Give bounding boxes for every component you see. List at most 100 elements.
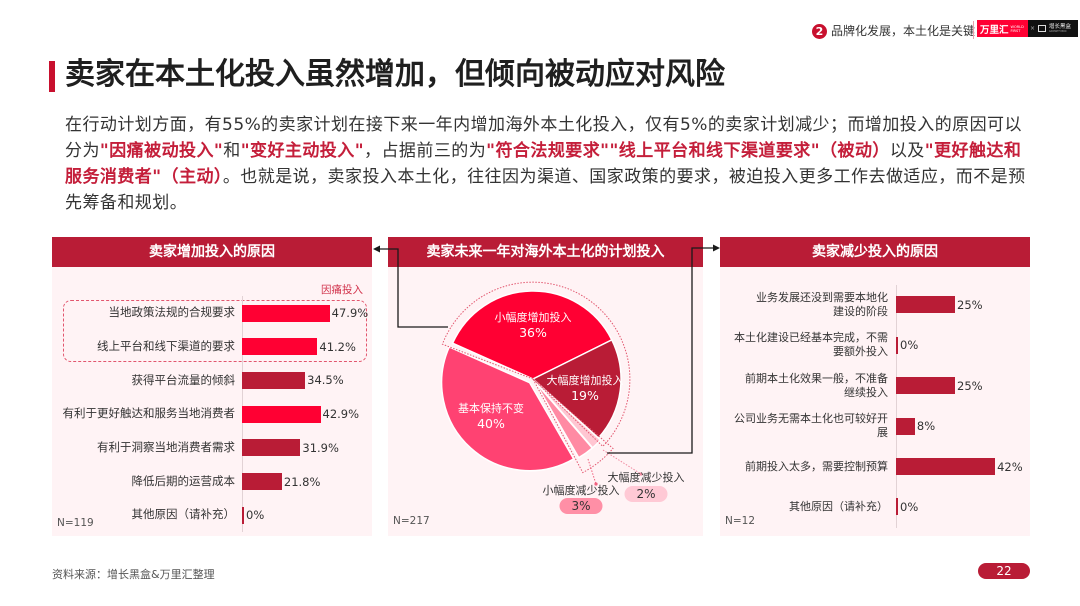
section-number-badge: 2: [812, 24, 827, 39]
bar-value-label: 0%: [900, 499, 919, 514]
pie-category: 小幅度增加投入: [494, 311, 572, 324]
arrow-left-icon: [373, 245, 380, 253]
bar-row: 有利于洞察当地消费者需求 31.9%: [52, 431, 372, 465]
intro-text: 以及: [889, 141, 925, 161]
bar: [242, 506, 244, 524]
cube-icon: [1038, 25, 1047, 32]
intro-highlight: "更好触达和服务消费者"（主动）: [65, 141, 1022, 187]
panel-title: 卖家未来一年对海外本土化的计划投入: [388, 237, 703, 267]
bar: [242, 439, 301, 457]
pie-category: 大幅度增加投入: [546, 374, 624, 387]
bar-label: 业务发展还没到需要本地化 建设的阶段: [756, 290, 888, 318]
bar-group: 31.9%: [242, 431, 339, 465]
bar-value-label: 42%: [997, 459, 1023, 474]
sample-size: N=217: [393, 515, 430, 527]
title-accent-bar: [49, 61, 55, 92]
bar-group: 42%: [896, 446, 1023, 486]
pie-label-small-decrease: 小幅度减少投入: [542, 484, 620, 497]
bar-row: 获得平台流量的倾斜 34.5%: [52, 364, 372, 398]
bar-group: 41.2%: [242, 330, 356, 364]
growthbox-logo-en: GROWTH BOX: [1049, 30, 1067, 33]
intro-text: ，占据前三的为: [364, 141, 487, 161]
bar-value-label: 42.9%: [322, 407, 360, 422]
panel-title: 卖家减少投入的原因: [720, 237, 1030, 267]
worldfirst-logo-cn: 万里汇: [980, 24, 1009, 36]
bar-value-label: 34.5%: [307, 373, 344, 388]
pie-label-large-decrease: 大幅度减少投入: [607, 471, 685, 484]
data-source: 资料来源：增长黑盒&万里汇整理: [52, 568, 215, 581]
bar-value-label: 25%: [957, 378, 983, 393]
bar-group: 47.9%: [242, 296, 368, 330]
bar-label: 当地政策法规的合规要求: [108, 305, 236, 320]
bar-label: 公司业务无需本土化也可较好开 展: [734, 412, 888, 440]
decrease-reasons-panel: 卖家减少投入的原因 业务发展还没到需要本地化 建设的阶段 25% 本土化建设已经…: [720, 237, 1030, 536]
increase-reasons-panel: 卖家增加投入的原因 因痛投入 当地政策法规的合规要求 47.9% 线上平台和线下…: [52, 237, 372, 536]
arrow-right-icon: [713, 244, 720, 252]
pie-category: 基本保持不变: [458, 402, 524, 415]
pie-value-pill-large-decrease: 2%: [624, 486, 668, 502]
bar: [242, 405, 321, 423]
bar: [242, 371, 306, 389]
bar-row: 前期投入太多，需要控制预算 42%: [720, 446, 1030, 486]
growthbox-logo-text: 增长黑盒 GROWTH BOX: [1049, 24, 1071, 33]
bar-row: 降低后期的运营成本 21.8%: [52, 465, 372, 499]
bar: [896, 377, 955, 395]
intro-text: 在行动计划方面，有55%的卖家计划在接下来一年内增加海外本土化投入，仅有5%的卖…: [65, 115, 1022, 161]
growthbox-logo-cn: 增长黑盒: [1049, 24, 1072, 30]
bar: [896, 296, 955, 314]
pie-label-large-increase: 大幅度增加投入 19%: [547, 373, 624, 403]
bar-row: 当地政策法规的合规要求 47.9%: [52, 296, 372, 330]
header-divider: [973, 21, 974, 39]
pie-label-unchanged: 基本保持不变 40%: [458, 401, 524, 431]
bar-axis-line: [896, 285, 897, 528]
page-number: 22: [978, 563, 1030, 579]
bar-label: 前期投入太多，需要控制预算: [745, 459, 888, 473]
sample-size: N=119: [57, 517, 94, 529]
bar-value-label: 0%: [900, 338, 919, 353]
bar-value-label: 25%: [957, 297, 983, 312]
sample-size: N=12: [725, 515, 756, 527]
bar-label: 本土化建设已经基本完成，不需 要额外投入: [734, 331, 888, 359]
bar-row: 其他原因（请补充） 0%: [52, 498, 372, 532]
bar-label: 前期本土化效果一般，不准备 继续投入: [745, 371, 888, 399]
bar-value-label: 0%: [246, 508, 265, 523]
bar-label: 其他原因（请补充）: [131, 507, 236, 522]
bar-label: 降低后期的运营成本: [131, 473, 236, 488]
logo-separator: ×: [1030, 25, 1036, 32]
bar-group: 21.8%: [242, 465, 320, 499]
bar-group: 25%: [896, 366, 983, 406]
bar-label: 有利于洞察当地消费者需求: [97, 440, 235, 454]
intro-text: 。也就是说，卖家投入本土化，往往因为渠道、国家政策的要求，被迫投入更多工作去做适…: [65, 167, 1026, 213]
bar: [896, 498, 898, 516]
panel-title: 卖家增加投入的原因: [52, 237, 372, 267]
bar-row: 其他原因（请补充） 0%: [720, 487, 1030, 527]
bar-group: 42.9%: [242, 397, 359, 431]
group-annotation-box: [63, 300, 367, 362]
bar: [896, 336, 898, 354]
bar-value-label: 31.9%: [302, 440, 339, 455]
bar-value-label: 8%: [916, 419, 936, 434]
intro-highlight: "符合法规要求""线上平台和线下渠道要求"（被动）: [486, 141, 890, 161]
bar-row: 业务发展还没到需要本地化 建设的阶段 25%: [720, 285, 1030, 325]
bar-label: 其他原因（请补充）: [789, 499, 888, 513]
pie-percentage: 19%: [571, 388, 599, 403]
brand-logos: 万里汇 WORLD FIRST × 增长黑盒 GROWTH BOX: [977, 20, 1078, 37]
intro-highlight: "变好主动投入": [240, 141, 365, 161]
bar-row: 线上平台和线下渠道的要求 41.2%: [52, 330, 372, 364]
group-annotation-label: 因痛投入: [321, 284, 363, 296]
pie-value-pill-small-decrease: 3%: [559, 498, 603, 514]
bar-group: 0%: [242, 498, 264, 532]
bar-label: 有利于更好触达和服务当地消费者: [62, 406, 236, 421]
intro-highlight: "因痛被动投入": [99, 141, 224, 161]
bar: [242, 338, 318, 356]
pie-percentage: 40%: [477, 416, 505, 431]
pie-label-small-increase: 小幅度增加投入 36%: [495, 310, 572, 340]
bar-group: 34.5%: [242, 364, 344, 398]
bar-label: 获得平台流量的倾斜: [131, 372, 236, 387]
bar-group: 8%: [896, 406, 935, 446]
bar: [242, 473, 282, 491]
bar-value-label: 21.8%: [283, 474, 321, 489]
intro-paragraph: 在行动计划方面，有55%的卖家计划在接下来一年内增加海外本土化投入，仅有5%的卖…: [65, 112, 1027, 216]
bar: [242, 304, 330, 322]
page-title: 卖家在本土化投入虽然增加，但倾向被动应对风险: [65, 57, 725, 92]
